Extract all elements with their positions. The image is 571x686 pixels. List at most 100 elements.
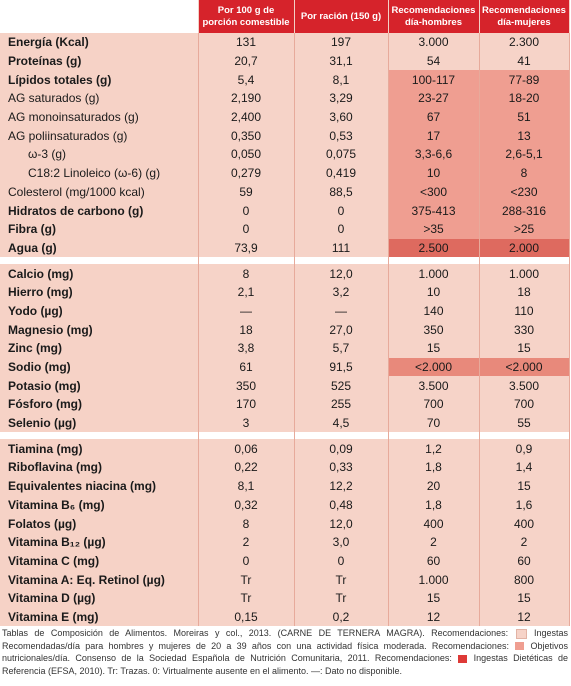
table-row: Hierro (mg) 2,1 3,2 10 18: [0, 282, 570, 302]
value-rec-women: 51: [479, 107, 570, 127]
table-row: Vitamina A: Eq. Retinol (µg) Tr Tr 1.000 800: [0, 570, 570, 589]
value-per-serving: 31,1: [294, 51, 389, 71]
value-rec-men: 3.500: [388, 376, 480, 396]
value-per-100g: 2,1: [198, 282, 295, 302]
table-row: Equivalentes niacina (mg) 8,1 12,2 20 15: [0, 476, 570, 496]
value-rec-men: 1.000: [388, 264, 480, 283]
value-rec-women: <230: [479, 182, 570, 202]
nutrient-label: Hidratos de carbono (g): [0, 201, 199, 220]
header-rec-men: Recomendaciones día-hombres: [388, 0, 480, 33]
value-rec-men: 1,2: [388, 439, 480, 459]
value-rec-women: 15: [479, 588, 570, 608]
value-per-serving: 0,48: [294, 495, 389, 515]
value-rec-men: 100-117: [388, 70, 480, 90]
value-per-100g: 8,1: [198, 476, 295, 496]
value-per-serving: 3,2: [294, 282, 389, 302]
footnote-part-1: Tablas de Composición de Alimentos. More…: [2, 628, 509, 638]
value-per-serving: 0: [294, 551, 389, 571]
nutrient-label: Vitamina B₁₂ (µg): [0, 532, 199, 552]
value-rec-men: 3,3-6,6: [388, 145, 480, 164]
table-row: Vitamina B₁₂ (µg) 2 3,0 2 2: [0, 532, 570, 552]
value-per-100g: 0: [198, 219, 295, 239]
table-row: Fibra (g) 0 0 >35 >25: [0, 219, 570, 239]
value-rec-women: 18: [479, 282, 570, 302]
value-rec-men: 15: [388, 339, 480, 358]
footnote: Tablas de Composición de Alimentos. More…: [2, 627, 568, 677]
table-row: Selenio (µg) 3 4,5 70 55: [0, 413, 570, 433]
value-per-serving: 0,419: [294, 163, 389, 183]
value-per-100g: 18: [198, 320, 295, 339]
value-per-serving: 27,0: [294, 320, 389, 339]
nutrient-label: Energía (Kcal): [0, 33, 199, 52]
value-rec-women: <2.000: [479, 357, 570, 377]
value-rec-women: 800: [479, 570, 570, 589]
header-blank-cell: [0, 0, 199, 33]
value-rec-women: 18-20: [479, 89, 570, 108]
footnote-part-2: Ingestas Recomendadas/día para hombres y…: [2, 628, 568, 651]
value-per-serving: 197: [294, 33, 389, 52]
value-rec-women: 60: [479, 551, 570, 571]
nutrient-label: Vitamina E (mg): [0, 607, 199, 627]
value-per-100g: Tr: [198, 588, 295, 608]
table-row: AG saturados (g) 2,190 3,29 23-27 18-20: [0, 89, 570, 108]
nutrient-label: ω-3 (g): [0, 145, 199, 164]
value-rec-men: 3.000: [388, 33, 480, 52]
value-per-serving: 525: [294, 376, 389, 396]
objetivos-legend-swatch: [515, 642, 525, 651]
value-rec-women: 0,9: [479, 439, 570, 459]
value-rec-men: 10: [388, 282, 480, 302]
value-rec-men: <2.000: [388, 357, 480, 377]
table-row: Calcio (mg) 8 12,0 1.000 1.000: [0, 264, 570, 283]
table-row: Folatos (µg) 8 12,0 400 400: [0, 514, 570, 533]
footnote-part-3: Objetivos nutricionales/día. Consenso de…: [2, 640, 568, 664]
value-rec-women: 8: [479, 163, 570, 183]
table-row: AG poliinsaturados (g) 0,350 0,53 17 13: [0, 126, 570, 146]
value-rec-men: 60: [388, 551, 480, 571]
value-rec-women: 2.000: [479, 238, 570, 258]
value-per-100g: 0,06: [198, 439, 295, 459]
value-per-serving: 5,7: [294, 339, 389, 358]
value-rec-women: 15: [479, 339, 570, 358]
nutrient-label: Equivalentes niacina (mg): [0, 476, 199, 496]
value-per-100g: Tr: [198, 570, 295, 589]
value-per-100g: —: [198, 301, 295, 321]
value-rec-women: 41: [479, 51, 570, 71]
table-row: Riboflavina (mg) 0,22 0,33 1,8 1,4: [0, 458, 570, 477]
nutrient-label: AG saturados (g): [0, 89, 199, 108]
nutrient-label: Calcio (mg): [0, 264, 199, 283]
value-per-serving: 0,53: [294, 126, 389, 146]
value-rec-men: 1,8: [388, 458, 480, 477]
table-row: Agua (g) 73,9 111 2.500 2.000: [0, 238, 570, 258]
value-per-100g: 59: [198, 182, 295, 202]
value-rec-women: 15: [479, 476, 570, 496]
value-per-100g: 170: [198, 395, 295, 414]
table-row: Colesterol (mg/1000 kcal) 59 88,5 <300 <230: [0, 182, 570, 202]
value-per-100g: 5,4: [198, 70, 295, 90]
value-per-100g: 73,9: [198, 238, 295, 258]
nutrient-label: Lípidos totales (g): [0, 70, 199, 90]
nutrient-label: Sodio (mg): [0, 357, 199, 377]
value-rec-women: >25: [479, 219, 570, 239]
nutrient-label: Riboflavina (mg): [0, 458, 199, 477]
value-rec-women: 77-89: [479, 70, 570, 90]
value-rec-men: 70: [388, 413, 480, 433]
value-per-100g: 2,190: [198, 89, 295, 108]
value-per-100g: 131: [198, 33, 295, 52]
table-row: Energía (Kcal) 131 197 3.000 2.300: [0, 33, 570, 52]
header-per-100g: Por 100 g de porción comestible: [198, 0, 295, 33]
nutrient-label: Potasio (mg): [0, 376, 199, 396]
value-rec-women: 1,4: [479, 458, 570, 477]
value-rec-men: 54: [388, 51, 480, 71]
value-per-serving: 3,0: [294, 532, 389, 552]
nutrient-label: Zinc (mg): [0, 339, 199, 358]
header-per-serving: Por ración (150 g): [294, 0, 389, 33]
value-per-100g: 0,32: [198, 495, 295, 515]
nutrient-label: Folatos (µg): [0, 514, 199, 533]
table-row: Proteínas (g) 20,7 31,1 54 41: [0, 51, 570, 71]
value-rec-men: 23-27: [388, 89, 480, 108]
section-divider: [0, 432, 570, 440]
value-per-100g: 0,15: [198, 607, 295, 627]
value-per-100g: 3: [198, 413, 295, 433]
value-per-100g: 3,8: [198, 339, 295, 358]
value-per-serving: 0,09: [294, 439, 389, 459]
